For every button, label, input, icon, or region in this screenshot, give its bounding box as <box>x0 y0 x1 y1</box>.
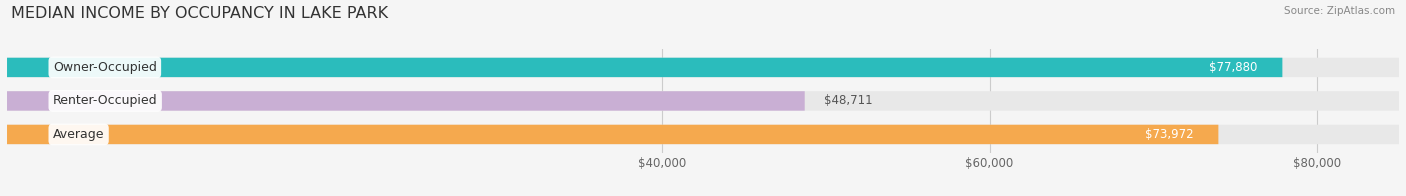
Text: $77,880: $77,880 <box>1209 61 1258 74</box>
Text: $48,711: $48,711 <box>824 94 873 107</box>
FancyBboxPatch shape <box>7 91 1399 111</box>
Text: $73,972: $73,972 <box>1146 128 1194 141</box>
Text: MEDIAN INCOME BY OCCUPANCY IN LAKE PARK: MEDIAN INCOME BY OCCUPANCY IN LAKE PARK <box>11 6 388 21</box>
FancyBboxPatch shape <box>7 58 1282 77</box>
Text: Renter-Occupied: Renter-Occupied <box>53 94 157 107</box>
FancyBboxPatch shape <box>7 125 1399 144</box>
FancyBboxPatch shape <box>7 125 1219 144</box>
FancyBboxPatch shape <box>7 91 804 111</box>
Text: Source: ZipAtlas.com: Source: ZipAtlas.com <box>1284 6 1395 16</box>
Text: Average: Average <box>53 128 104 141</box>
FancyBboxPatch shape <box>7 58 1399 77</box>
Text: Owner-Occupied: Owner-Occupied <box>53 61 156 74</box>
